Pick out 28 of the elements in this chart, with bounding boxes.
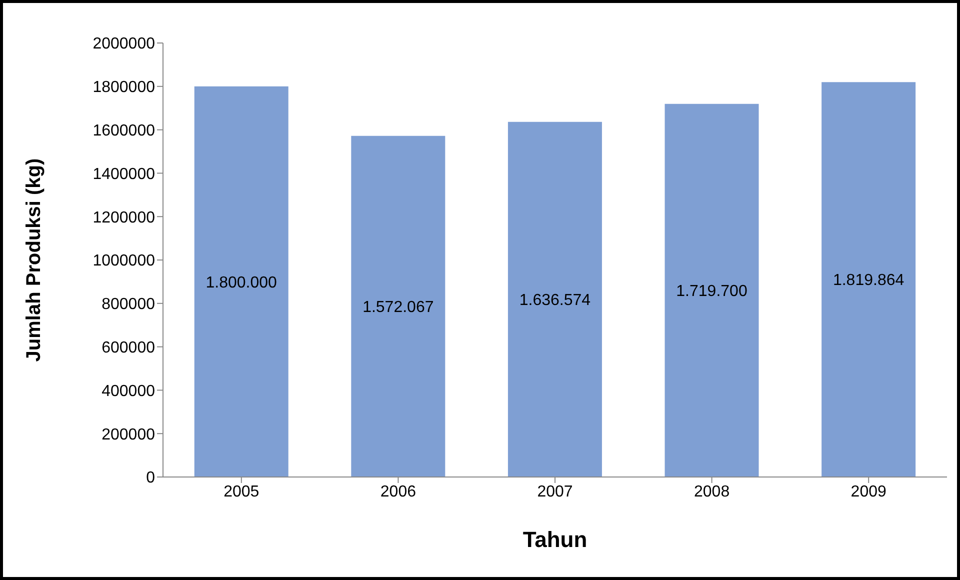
y-tick-label: 1000000 [92, 252, 156, 270]
data-label: 1.719.700 [676, 283, 748, 300]
data-label: 1.636.574 [519, 292, 591, 310]
bar [194, 86, 288, 477]
data-label: 1.800.000 [206, 274, 278, 292]
y-tick-label: 200000 [102, 426, 156, 444]
y-tick-label: 0 [146, 470, 156, 487]
x-tick-label: 2009 [850, 483, 886, 500]
y-tick-label: 2000000 [92, 36, 156, 53]
y-tick-label: 400000 [102, 382, 156, 400]
y-tick-label: 600000 [102, 339, 156, 356]
y-tick-label: 1200000 [92, 209, 156, 226]
y-tick-label: 1600000 [92, 122, 156, 140]
y-axis-title: Jumlah Produksi (kg) [23, 158, 46, 362]
x-axis-title: Tahun [522, 527, 588, 552]
data-label: 1.819.864 [832, 272, 904, 290]
x-tick-label: 2008 [694, 483, 730, 500]
x-tick-label: 2006 [380, 483, 416, 500]
x-tick-label: 2007 [537, 483, 573, 500]
y-tick-label: 800000 [102, 296, 156, 314]
y-tick-label: 1800000 [92, 79, 156, 96]
data-label: 1.572.067 [362, 299, 434, 316]
bar [822, 82, 916, 477]
bar [664, 104, 759, 477]
y-tick-label: 1400000 [92, 166, 156, 183]
bar [351, 136, 446, 477]
bar [508, 122, 602, 477]
x-tick-label: 2005 [224, 483, 260, 500]
